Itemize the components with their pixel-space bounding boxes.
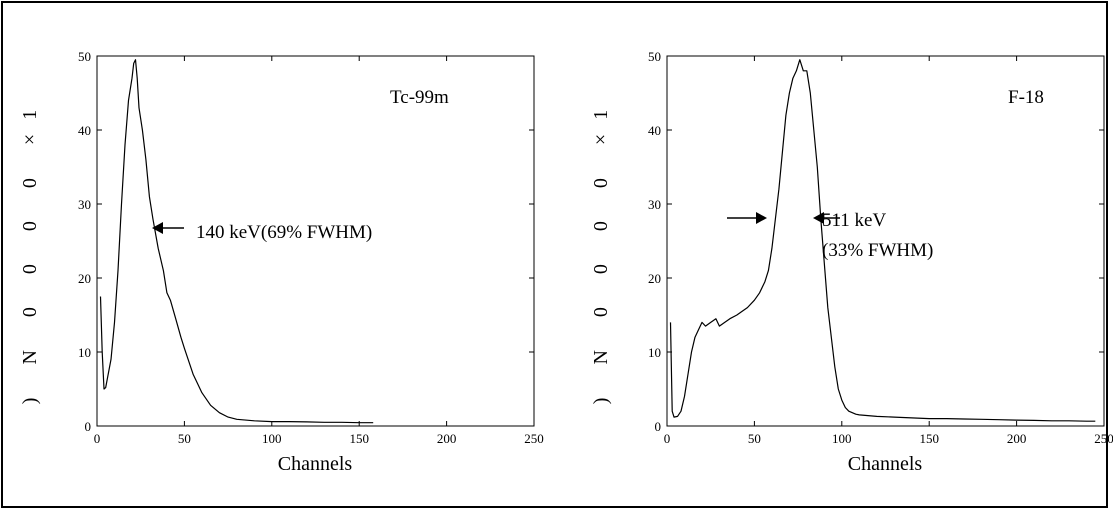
- series-group: [669, 59, 1096, 422]
- chart-f18: 0 50 100 150 200 250 0 10 20 30 40 50 Channels ) N …: [590, 49, 1113, 475]
- fwhm-label: (33% FWHM): [822, 240, 933, 261]
- y-axis-title: ) N 0 0 0 0 ×1: [590, 96, 612, 404]
- fwhm-right-arrow: [813, 212, 840, 224]
- x-tick-label: 100: [262, 431, 282, 446]
- y-tick-label: 10: [78, 345, 91, 360]
- peak-energy-label: 140 keV(69% FWHM): [196, 222, 372, 243]
- y-tick-label: 10: [648, 345, 661, 360]
- isotope-label: Tc-99m: [390, 87, 449, 108]
- plot-area-frame: [96, 55, 535, 427]
- x-tick-label: 0: [94, 431, 101, 446]
- x-axis-title: Channels: [848, 453, 923, 475]
- y-tick-label: 0: [655, 419, 662, 434]
- y-axis-title: ) N 0 0 0 0 ×1: [19, 96, 41, 404]
- axis-ticks: 0 50 100 150 200 250 0 10 20 30 40 50: [648, 49, 1113, 446]
- y-tick-label: 20: [648, 271, 661, 286]
- y-tick-label: 20: [78, 271, 91, 286]
- peak-energy-label: 511 keV: [822, 210, 886, 231]
- y-tick-label: 50: [78, 49, 91, 64]
- x-tick-label: 100: [832, 431, 852, 446]
- x-tick-label: 50: [748, 431, 761, 446]
- y-tick-label: 50: [648, 49, 661, 64]
- x-tick-label: 200: [437, 431, 457, 446]
- y-tick-label: 30: [78, 197, 91, 212]
- x-tick-label: 250: [1094, 431, 1113, 446]
- x-axis-title: Channels: [278, 453, 353, 475]
- x-tick-label: 200: [1007, 431, 1027, 446]
- y-tick-label: 30: [648, 197, 661, 212]
- isotope-label: F-18: [1008, 87, 1044, 108]
- x-tick-label: 150: [349, 431, 369, 446]
- x-tick-label: 50: [178, 431, 191, 446]
- x-tick-label: 250: [524, 431, 544, 446]
- axis-ticks: 0 50 100 150 200 250 0 10 20 30 40 50: [78, 49, 544, 446]
- y-tick-label: 0: [85, 419, 92, 434]
- series-group: [99, 59, 374, 424]
- peak-arrow: [152, 222, 184, 234]
- y-tick-label: 40: [78, 123, 91, 138]
- fwhm-left-arrow: [727, 212, 767, 224]
- x-tick-label: 0: [664, 431, 671, 446]
- y-tick-label: 40: [648, 123, 661, 138]
- plot-area-frame: [666, 55, 1105, 427]
- spectrum-line: [669, 59, 1096, 422]
- x-tick-label: 150: [919, 431, 939, 446]
- chart-tc99m: 0 50 100 150 200 250 0 10 20 30 40 50 Channels ) N …: [19, 49, 544, 475]
- spectrum-line: [99, 59, 374, 424]
